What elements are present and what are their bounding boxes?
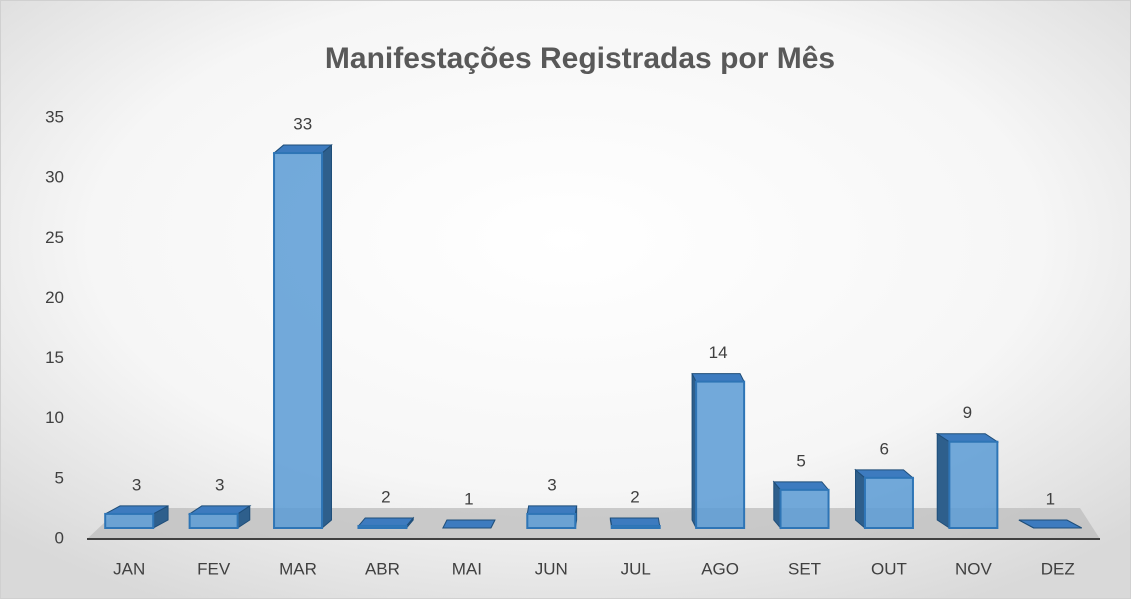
bar xyxy=(442,519,496,529)
x-tick-label: SET xyxy=(788,559,821,578)
y-tick-label: 15 xyxy=(45,348,64,367)
data-label: 33 xyxy=(293,115,312,134)
data-label: 2 xyxy=(630,487,639,506)
bar xyxy=(357,516,415,530)
bar-face xyxy=(321,143,332,530)
bar xyxy=(526,505,578,530)
data-label: 3 xyxy=(547,475,556,494)
bar-face xyxy=(526,512,577,530)
y-tick-label: 0 xyxy=(55,528,64,547)
bar-face xyxy=(442,519,496,529)
data-label: 1 xyxy=(1046,489,1055,508)
bar-face xyxy=(609,517,661,527)
bar xyxy=(772,480,830,530)
y-tick-label: 30 xyxy=(45,168,64,187)
bar-face xyxy=(188,512,239,530)
y-tick-label: 20 xyxy=(45,288,64,307)
bar-face xyxy=(936,432,950,529)
x-tick-label: DEZ xyxy=(1041,559,1075,578)
bar-face xyxy=(779,488,830,530)
x-tick-label: AGO xyxy=(701,559,739,578)
bar xyxy=(609,517,661,530)
bar-face xyxy=(272,144,333,154)
data-label: 1 xyxy=(464,489,473,508)
x-tick-label: NOV xyxy=(955,559,993,578)
x-tick-label: ABR xyxy=(365,559,400,578)
bar xyxy=(854,468,915,530)
bar xyxy=(104,505,169,530)
bar-face xyxy=(104,512,155,530)
bar-face xyxy=(1018,519,1083,529)
bar-face xyxy=(357,517,415,527)
bar-face xyxy=(610,524,661,530)
bar-face xyxy=(691,373,745,383)
bar-face xyxy=(855,468,866,530)
bar-face xyxy=(526,505,578,515)
bar xyxy=(272,143,333,530)
y-tick-label: 25 xyxy=(45,228,64,247)
data-label: 9 xyxy=(963,403,972,422)
bar-face xyxy=(695,380,746,529)
bar xyxy=(187,504,252,530)
data-label: 3 xyxy=(215,475,224,494)
bar xyxy=(935,432,1000,529)
chart-title: Manifestações Registradas por Mês xyxy=(325,42,835,75)
bar-face xyxy=(772,481,830,491)
floor xyxy=(87,508,1100,539)
data-label: 14 xyxy=(709,343,728,362)
data-label: 5 xyxy=(796,451,805,470)
x-tick-label: JUL xyxy=(621,559,651,578)
bar-face xyxy=(863,476,914,530)
data-label: 3 xyxy=(132,475,141,494)
y-tick-label: 35 xyxy=(45,107,64,126)
x-tick-label: FEV xyxy=(197,559,231,578)
y-tick-label: 10 xyxy=(45,408,64,427)
x-tick-label: MAR xyxy=(279,559,317,578)
bar-face xyxy=(948,440,999,529)
data-label: 6 xyxy=(879,439,888,458)
y-tick-label: 5 xyxy=(55,468,64,487)
bar-face xyxy=(273,152,324,530)
x-tick-label: OUT xyxy=(871,559,907,578)
bar xyxy=(1018,519,1083,529)
data-label: 2 xyxy=(381,487,390,506)
x-tick-label: JUN xyxy=(535,559,568,578)
x-tick-label: MAI xyxy=(452,559,482,578)
x-tick-label: JAN xyxy=(113,559,145,578)
bar xyxy=(691,373,746,529)
bar-face xyxy=(357,524,408,530)
bar-face xyxy=(854,469,915,479)
